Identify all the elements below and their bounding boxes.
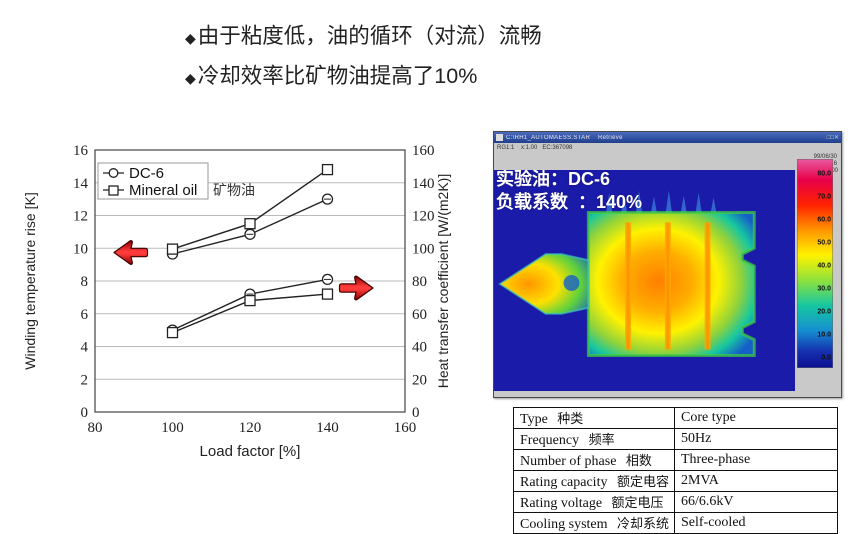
svg-text:矿物油: 矿物油 — [213, 182, 255, 198]
svg-text:Load factor [%]: Load factor [%] — [200, 443, 301, 460]
svg-text:120: 120 — [239, 420, 262, 436]
svg-text:DC-6: DC-6 — [129, 165, 164, 182]
svg-text:16: 16 — [73, 143, 89, 159]
svg-text:160: 160 — [412, 143, 435, 159]
svg-text:140: 140 — [412, 176, 435, 192]
svg-text:40: 40 — [412, 340, 427, 356]
svg-text:80: 80 — [88, 420, 103, 436]
svg-text:8: 8 — [81, 274, 89, 290]
svg-text:Heat transfer coefficient [W/(: Heat transfer coefficient [W/(m2K)] — [435, 174, 451, 388]
svg-text:60: 60 — [412, 307, 427, 323]
svg-text:10: 10 — [73, 241, 88, 257]
svg-text:20: 20 — [412, 372, 427, 388]
svg-text:14: 14 — [73, 176, 89, 192]
svg-text:100: 100 — [161, 420, 184, 436]
svg-text:160: 160 — [394, 420, 417, 436]
svg-text:Winding temperature rise [K]: Winding temperature rise [K] — [22, 192, 38, 369]
svg-text:120: 120 — [412, 209, 435, 225]
svg-text:0: 0 — [412, 405, 420, 421]
svg-text:Mineral oil: Mineral oil — [129, 182, 197, 199]
svg-text:2: 2 — [81, 372, 89, 388]
svg-text:4: 4 — [81, 340, 89, 356]
svg-text:6: 6 — [81, 307, 89, 323]
svg-text:140: 140 — [316, 420, 339, 436]
svg-text:80: 80 — [412, 274, 427, 290]
svg-text:12: 12 — [73, 209, 88, 225]
svg-text:100: 100 — [412, 241, 435, 257]
svg-text:0: 0 — [81, 405, 89, 421]
